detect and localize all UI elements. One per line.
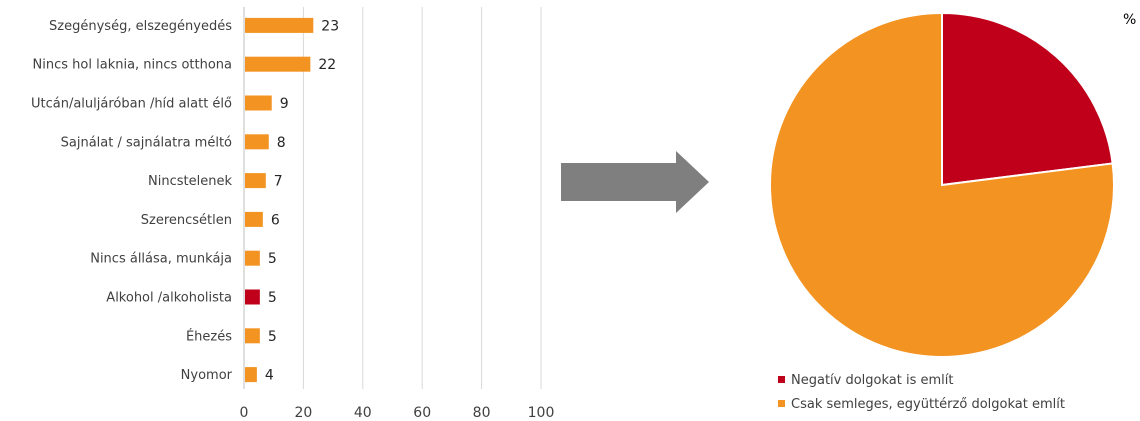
bar-value-label: 5 xyxy=(268,329,277,345)
bar xyxy=(245,173,266,189)
pie-slices xyxy=(768,11,1115,358)
x-tick-label: 40 xyxy=(354,405,372,421)
x-tick-label: 0 xyxy=(240,405,249,421)
bar-value-label: 7 xyxy=(274,174,283,190)
bar-chart: Szegénység, elszegényedés 23 Nincs hol lak… xyxy=(31,7,554,421)
bar xyxy=(245,211,263,227)
bar-x-axis-ticks: 0 20 40 60 80 100 xyxy=(240,405,555,421)
bar-value-label: 6 xyxy=(271,212,280,228)
bar-value-label: 8 xyxy=(277,135,286,151)
pie-unit-label: % xyxy=(1123,12,1136,28)
pie-legend: Negatív dolgokat is említ Csak semleges, … xyxy=(778,373,1065,412)
bar-value-label: 23 xyxy=(321,18,339,34)
bar-value-label: 4 xyxy=(265,368,274,384)
bar xyxy=(245,367,257,383)
right-arrow-icon xyxy=(561,151,709,213)
legend-label: Negatív dolgokat is említ xyxy=(791,373,954,388)
category-label: Szerencsétlen xyxy=(141,213,232,228)
legend-swatch xyxy=(778,400,785,407)
legend-label: Csak semleges, együttérző dolgokat említ xyxy=(791,397,1065,412)
x-tick-label: 20 xyxy=(294,405,312,421)
category-label: Nyomor xyxy=(181,368,233,383)
legend-swatch xyxy=(778,376,785,383)
x-tick-label: 80 xyxy=(473,405,491,421)
category-label: Sajnálat / sajnálatra méltó xyxy=(61,135,232,150)
bar xyxy=(245,95,272,111)
bar-gridlines xyxy=(243,7,542,389)
bar-value-label: 22 xyxy=(318,57,336,73)
category-label: Szegénység, elszegényedés xyxy=(49,19,232,34)
pie-chart: % Negatív dolgokat is említ Csak semleges… xyxy=(768,11,1136,412)
x-tick-label: 100 xyxy=(528,405,555,421)
bar xyxy=(245,250,260,266)
bar-value-label: 5 xyxy=(268,290,277,306)
bar-value-label: 5 xyxy=(268,251,277,267)
x-tick-label: 60 xyxy=(413,405,431,421)
category-label: Nincstelenek xyxy=(148,174,232,189)
category-label: Nincs hol laknia, nincs otthona xyxy=(33,58,232,73)
pie-slice xyxy=(941,11,1114,187)
category-label: Utcán/aluljáróban /híd alatt élő xyxy=(31,97,232,112)
category-label: Nincs állása, munkája xyxy=(90,252,232,267)
bar-rows: Szegénység, elszegényedés 23 Nincs hol lak… xyxy=(31,17,339,384)
bar xyxy=(245,289,260,305)
bar xyxy=(245,56,311,72)
bar xyxy=(245,17,314,33)
bar-value-label: 9 xyxy=(280,96,289,112)
bar xyxy=(245,134,269,150)
bar xyxy=(245,328,260,344)
category-label: Éhezés xyxy=(186,328,232,344)
category-label: Alkohol /alkoholista xyxy=(106,291,232,306)
pie-slice xyxy=(768,11,1115,358)
